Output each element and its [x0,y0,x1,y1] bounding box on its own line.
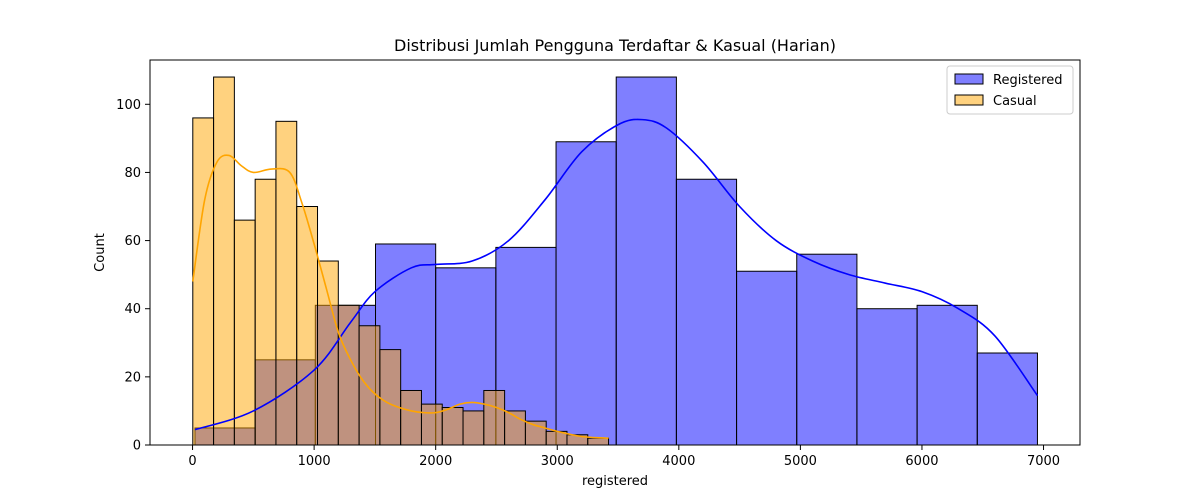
x-ticks: 0 1000 2000 3000 4000 5000 6000 7000 [188,445,1060,469]
x-tick-label: 5000 [784,454,817,469]
casual-bar [587,437,610,446]
casual-bar [358,325,381,446]
y-axis-title: Count [93,233,108,272]
registered-bar [856,308,918,446]
registered-bar [976,352,1038,446]
casual-bar [462,410,485,446]
casual-bar [441,407,464,446]
casual-bar [379,349,402,446]
registered-bar [796,253,858,446]
kde-layer [192,118,1039,439]
registered-bar [615,76,677,446]
casual-bar [420,403,443,446]
casual-bar [317,260,339,446]
casual-legend-label: Casual [993,94,1037,109]
x-tick-label: 0 [188,454,196,469]
registered-bar [736,270,798,446]
x-tick-label: 6000 [905,454,938,469]
x-tick-label: 1000 [298,454,331,469]
y-tick-label: 0 [133,439,141,454]
casual-bar [192,117,215,446]
x-tick-label: 3000 [541,454,574,469]
legend: Registered Casual [946,65,1074,115]
x-tick-label: 4000 [662,454,695,469]
registered-bar [916,304,978,446]
casual-bar [483,389,506,446]
y-ticks: 0 20 40 60 80 100 [116,98,150,454]
y-tick-label: 40 [124,302,141,317]
casual-kde-line [192,154,609,439]
registered-kde-line [194,118,1039,431]
registered-legend-swatch [954,73,984,85]
casual-bar [400,389,422,446]
registered-bar [555,141,617,446]
casual-bar [213,76,235,446]
x-axis-title: registered [582,474,648,489]
y-tick-label: 60 [124,234,141,249]
bars-layer [192,76,1038,446]
chart-title: Distribusi Jumlah Pengguna Terdaftar & K… [394,36,836,55]
casual-legend-swatch [954,94,984,106]
registered-bar [675,178,738,446]
casual-bar [337,304,360,446]
y-tick-label: 20 [124,370,141,385]
y-tick-label: 80 [124,166,141,181]
registered-legend-label: Registered [993,73,1063,88]
x-tick-label: 7000 [1027,454,1060,469]
x-tick-label: 2000 [419,454,452,469]
plot-frame [149,59,1081,446]
y-tick-label: 100 [116,98,141,113]
